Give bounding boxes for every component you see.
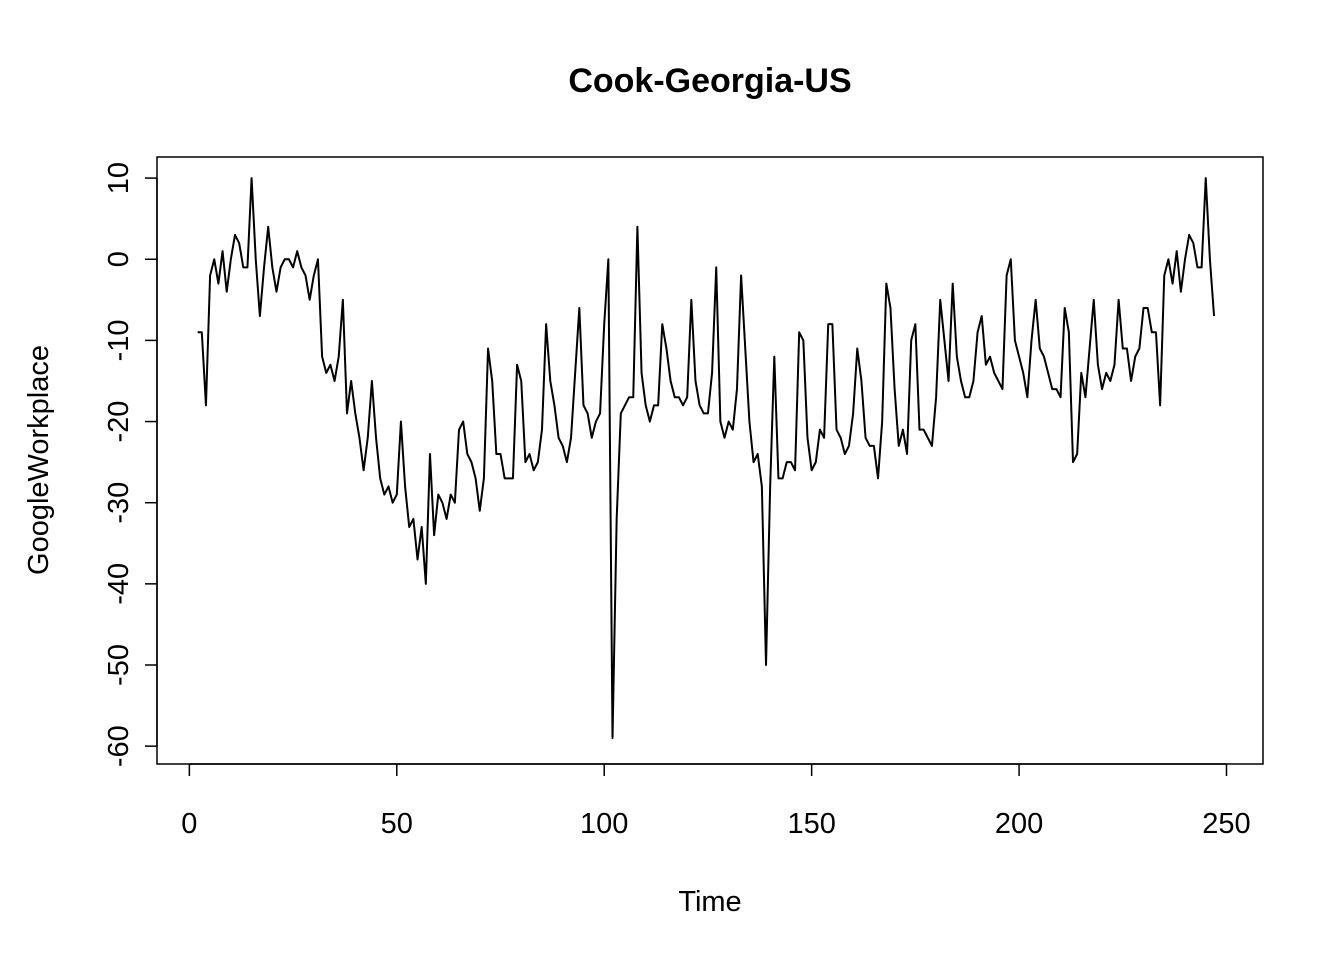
y-tick-label: -30 <box>103 482 135 524</box>
y-axis: -60 -50 -40 -30 -20 -10 0 10 <box>103 162 158 767</box>
x-axis: 0 50 100 150 200 250 <box>181 763 1251 840</box>
y-tick-label: -40 <box>103 563 135 605</box>
x-tick-label: 100 <box>580 808 628 840</box>
x-tick-label: 250 <box>1202 808 1250 840</box>
y-tick-label: -10 <box>103 319 135 361</box>
x-tick-label: 150 <box>787 808 835 840</box>
y-axis-label: GoogleWorkplace <box>23 345 55 575</box>
x-tick-label: 0 <box>181 808 197 840</box>
y-tick-label: 0 <box>103 251 135 267</box>
y-tick-label: -50 <box>103 644 135 686</box>
x-axis-label: Time <box>678 886 741 918</box>
x-tick-label: 200 <box>995 808 1043 840</box>
y-tick-label: -20 <box>103 401 135 443</box>
chart-title: Cook-Georgia-US <box>568 62 851 100</box>
y-tick-label: -60 <box>103 725 135 767</box>
x-tick-label: 50 <box>381 808 413 840</box>
y-tick-label: 10 <box>103 162 135 194</box>
plot-area <box>197 177 1216 740</box>
plot-frame <box>156 156 1264 765</box>
series-line-0 <box>197 177 1216 740</box>
